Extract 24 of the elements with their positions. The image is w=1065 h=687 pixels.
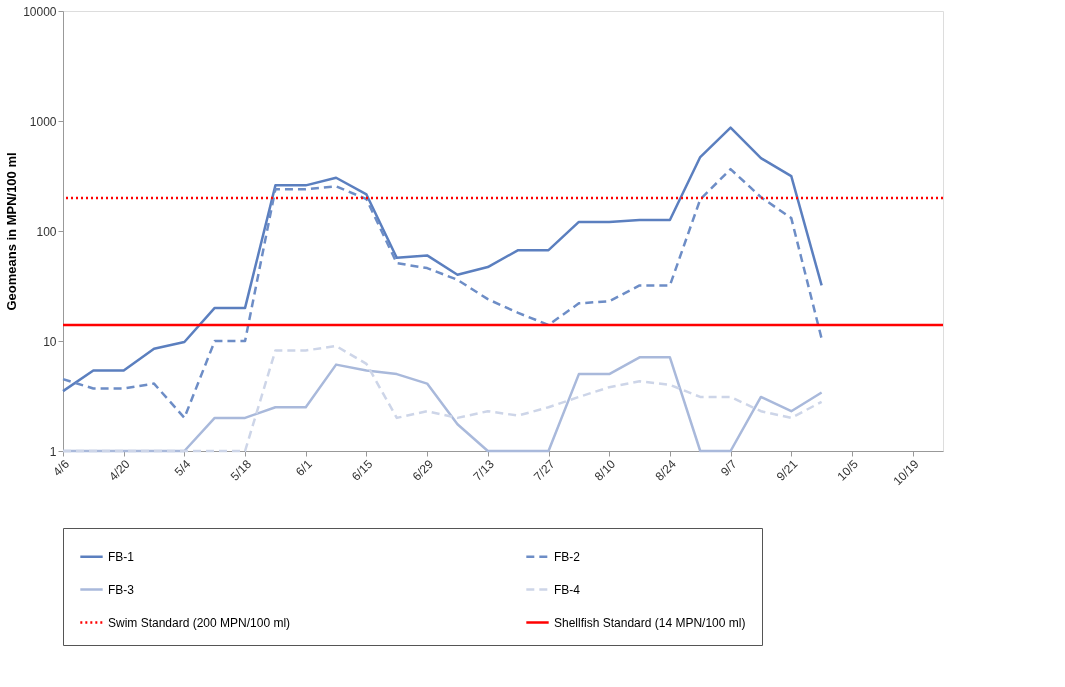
y-tick-label: 10 bbox=[43, 334, 57, 349]
line-series bbox=[61, 167, 823, 420]
legend-label: Shellfish Standard (14 MPN/100 ml) bbox=[554, 615, 746, 630]
x-tick-label: 4/20 bbox=[106, 456, 133, 484]
x-tick-label: 9/21 bbox=[773, 456, 801, 484]
x-tick-label: 6/1 bbox=[293, 456, 315, 479]
line-series bbox=[61, 126, 823, 393]
legend-label: FB-4 bbox=[554, 582, 581, 597]
x-tick-label: 6/15 bbox=[349, 456, 376, 484]
y-axis-title: Geomeans in MPN/100 ml bbox=[4, 152, 20, 311]
x-tick-label: 8/10 bbox=[591, 456, 619, 484]
x-tick-label: 9/7 bbox=[717, 456, 740, 479]
y-tick-label: 10000 bbox=[23, 4, 57, 19]
x-tick-label: 5/4 bbox=[171, 456, 194, 479]
y-tick-label: 1000 bbox=[29, 114, 57, 129]
x-tick-label: 7/13 bbox=[470, 456, 498, 484]
legend-label: FB-3 bbox=[108, 582, 135, 597]
legend-label: FB-1 bbox=[108, 549, 135, 564]
x-tick-label: 6/29 bbox=[409, 456, 437, 484]
y-tick-label: 100 bbox=[36, 224, 57, 239]
legend-label: FB-2 bbox=[554, 549, 581, 564]
legend-label: Swim Standard (200 MPN/100 ml) bbox=[108, 615, 291, 630]
y-tick-label: 1 bbox=[49, 444, 57, 459]
x-tick-label: 4/6 bbox=[50, 456, 73, 479]
